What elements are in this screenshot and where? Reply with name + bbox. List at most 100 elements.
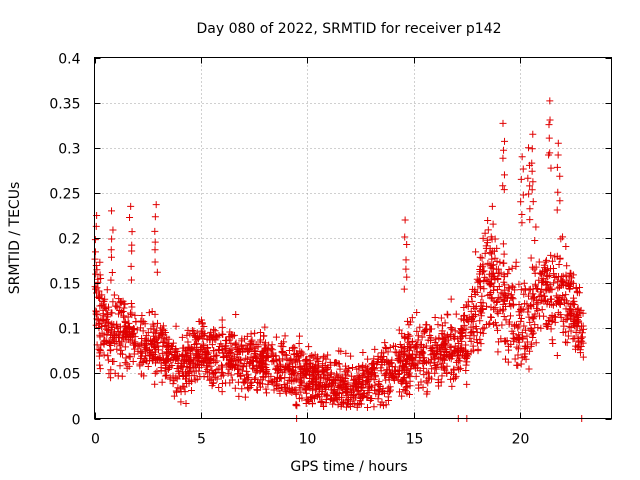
data-point: [235, 392, 243, 400]
data-point: [565, 323, 573, 331]
data-point: [443, 310, 451, 318]
y-tick-label: 0.05: [49, 367, 80, 383]
data-point: [434, 321, 442, 329]
data-point: [155, 353, 163, 361]
data-point: [443, 362, 451, 370]
data-point: [467, 337, 475, 345]
data-point: [455, 347, 463, 355]
data-point: [482, 242, 490, 250]
data-point: [408, 314, 416, 322]
data-point: [315, 383, 323, 391]
data-point: [315, 362, 323, 370]
axis-ticks: 0 0.05 0.1 0.15 0.2 0.25 0.3 0.35 0.4 0 5 10 15 20: [49, 52, 612, 448]
data-point: [302, 384, 310, 392]
y-tick-label: 0.3: [58, 142, 80, 158]
data-point: [99, 297, 107, 305]
data-point: [126, 214, 134, 222]
data-point: [95, 345, 103, 353]
data-point: [237, 356, 245, 364]
data-point: [428, 375, 436, 383]
data-point: [334, 359, 342, 367]
data-point: [462, 361, 470, 369]
data-point: [500, 146, 508, 154]
data-point: [573, 289, 581, 297]
data-point: [511, 286, 519, 294]
data-point: [272, 333, 280, 341]
data-point: [263, 366, 271, 374]
data-point: [242, 354, 250, 362]
data-point: [184, 326, 192, 334]
data-point: [512, 258, 520, 266]
data-point: [481, 249, 489, 257]
data-point: [210, 379, 218, 387]
data-point: [544, 272, 552, 280]
data-point: [374, 395, 382, 403]
data-point: [371, 345, 379, 353]
data-point: [497, 289, 505, 297]
data-point: [564, 332, 572, 340]
data-point: [190, 330, 198, 338]
data-point: [92, 222, 100, 230]
data-point: [102, 322, 110, 330]
data-point: [371, 381, 379, 389]
data-point: [493, 244, 501, 252]
data-point: [302, 383, 310, 391]
data-point: [500, 313, 508, 321]
data-point: [569, 299, 577, 307]
data-point: [519, 165, 527, 173]
data-point: [236, 356, 244, 364]
data-point: [558, 281, 566, 289]
data-point: [400, 345, 408, 353]
data-point: [357, 386, 365, 394]
data-point: [344, 379, 352, 387]
data-point: [437, 348, 445, 356]
data-point: [444, 311, 452, 319]
data-point: [234, 347, 242, 355]
data-point: [178, 363, 186, 371]
data-point: [171, 348, 179, 356]
y-tick-label: 0.2: [58, 232, 80, 248]
data-point: [565, 272, 573, 280]
data-point: [121, 343, 129, 351]
data-point: [151, 238, 159, 246]
data-point: [427, 334, 435, 342]
data-point: [330, 376, 338, 384]
data-point: [530, 313, 538, 321]
data-point: [268, 349, 276, 357]
data-point: [505, 266, 513, 274]
data-point: [379, 387, 387, 395]
data-point: [100, 351, 108, 359]
data-point: [534, 307, 542, 315]
data-point: [500, 171, 508, 179]
data-point: [273, 381, 281, 389]
data-point: [529, 329, 537, 337]
data-point: [347, 393, 355, 401]
data-point: [107, 309, 115, 317]
data-point: [231, 384, 239, 392]
data-point: [420, 329, 428, 337]
data-point: [170, 392, 178, 400]
data-point: [499, 290, 507, 298]
data-point: [313, 355, 321, 363]
data-point: [337, 347, 345, 355]
data-point: [105, 370, 113, 378]
data-point: [294, 353, 302, 361]
data-point: [124, 313, 132, 321]
data-point: [298, 348, 306, 356]
data-point: [554, 139, 562, 147]
data-point: [321, 365, 329, 373]
data-point: [462, 332, 470, 340]
data-point: [261, 373, 269, 381]
data-point: [416, 367, 424, 375]
data-point: [99, 306, 107, 314]
data-point: [210, 353, 218, 361]
data-point: [410, 362, 418, 370]
data-point: [340, 377, 348, 385]
data-point: [530, 294, 538, 302]
data-point: [456, 365, 464, 373]
data-point: [489, 286, 497, 294]
data-point: [281, 374, 289, 382]
data-point: [427, 325, 435, 333]
data-point: [116, 350, 124, 358]
data-point: [413, 341, 421, 349]
